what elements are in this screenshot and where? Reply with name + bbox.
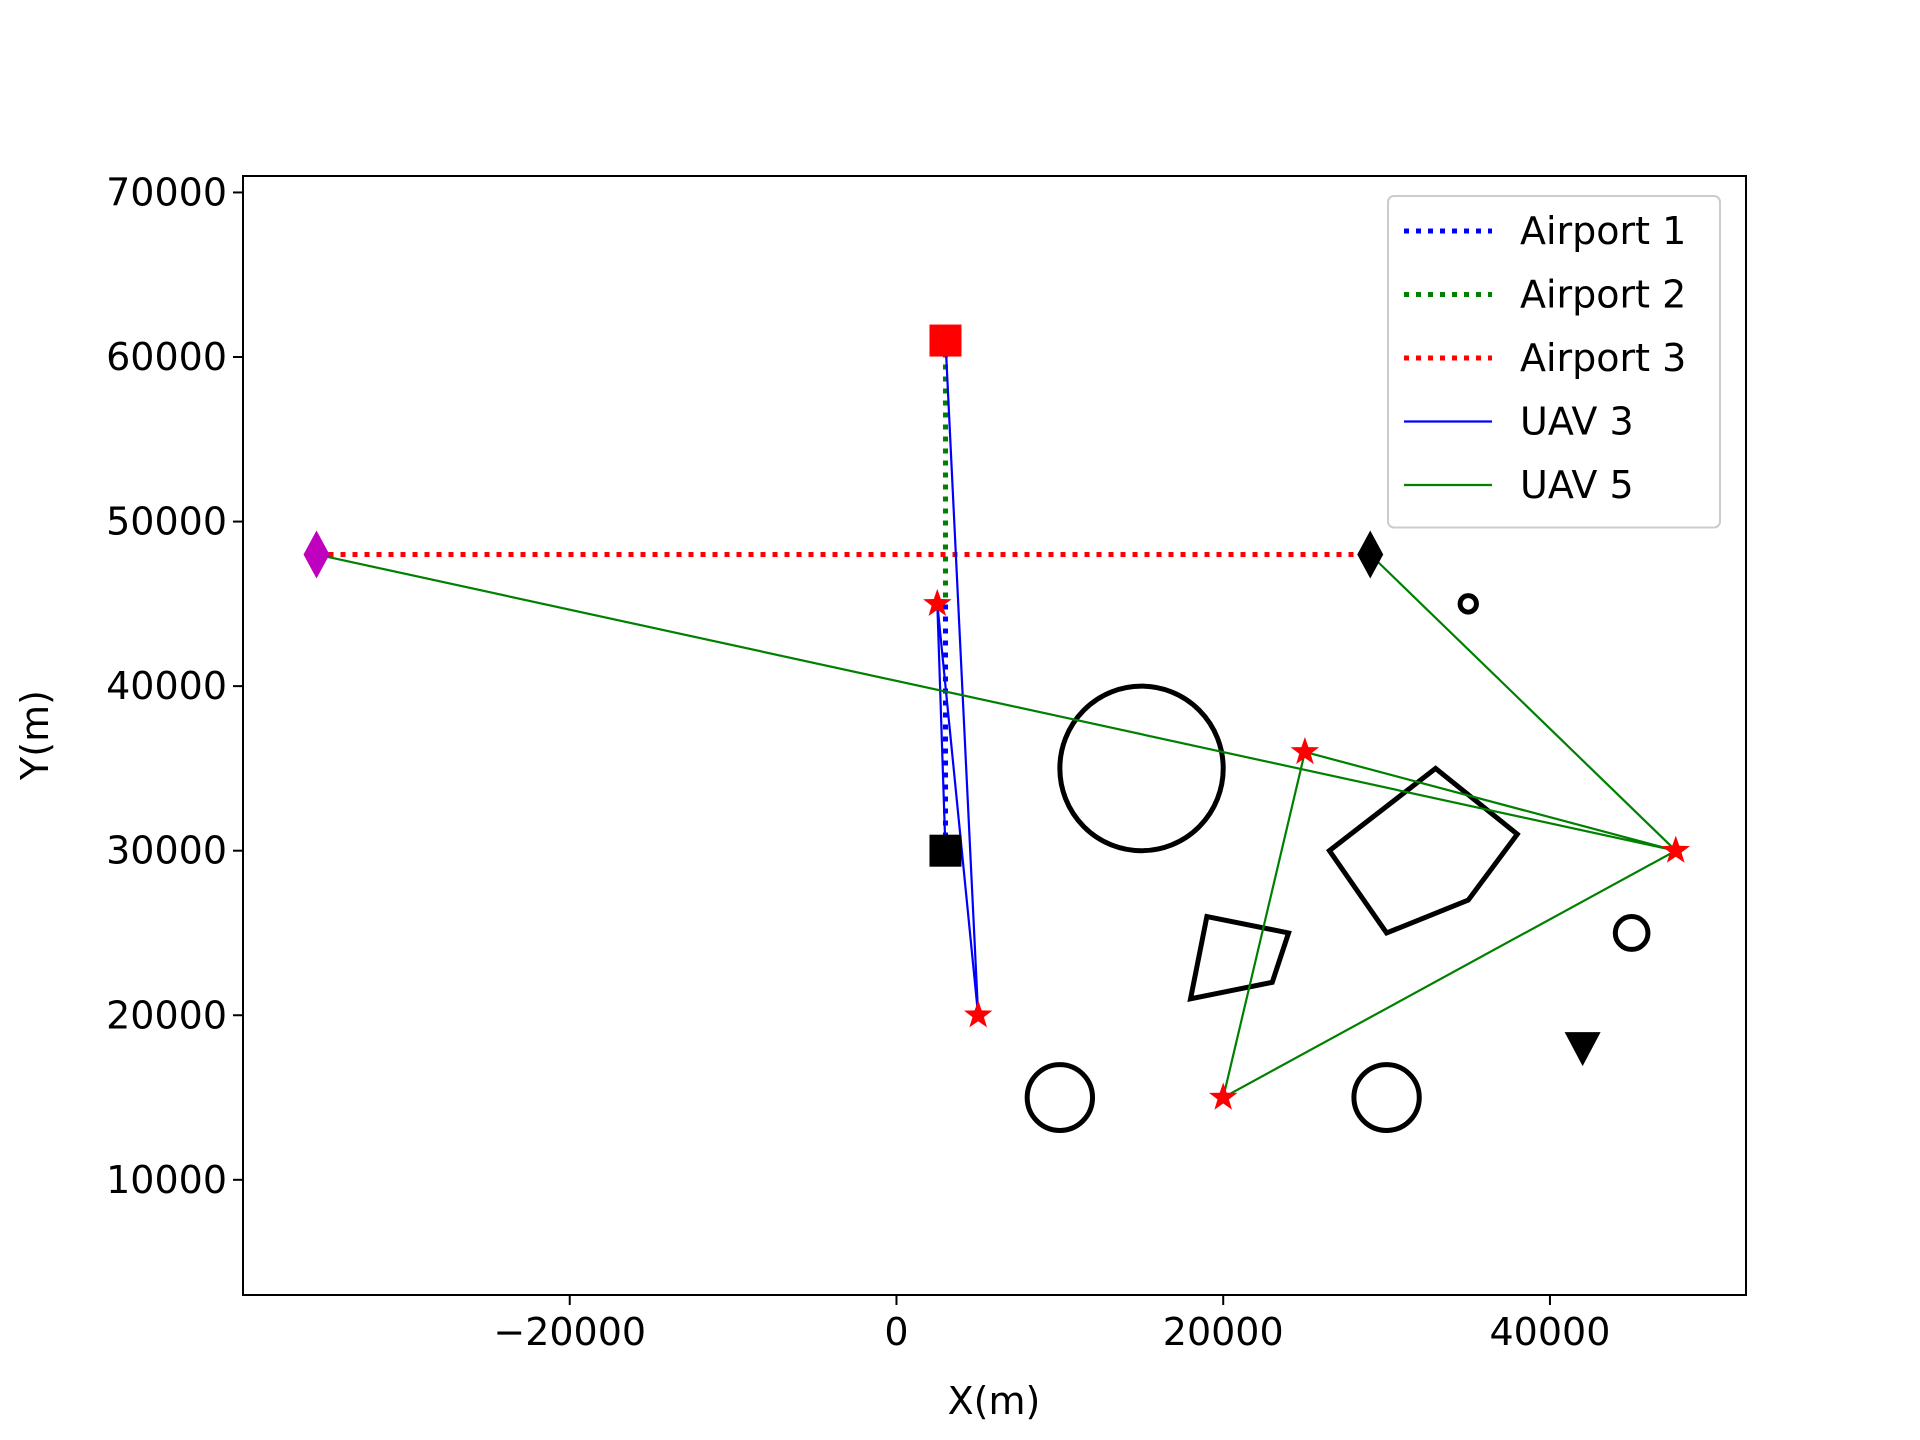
- series-lines: [316, 340, 1677, 1099]
- obstacle-circle-1: [1057, 683, 1226, 854]
- star-marker-8: [1290, 737, 1320, 765]
- legend-entry-airport-2: Airport 2: [1520, 273, 1686, 317]
- legend-box: [1387, 195, 1721, 529]
- obstacle-circle-5: [1457, 593, 1479, 615]
- y-tick-label: 60000: [106, 335, 227, 379]
- obstacle-polygon-1: [1326, 765, 1521, 937]
- x-tick-label: −20000: [493, 1310, 646, 1354]
- x-axis-ticks: −20000 0 20000 40000: [493, 1295, 1610, 1354]
- series-line-uav-5: [316, 553, 1677, 1099]
- plot-frame: [242, 175, 1747, 1296]
- square-marker-1: [929, 324, 962, 357]
- y-tick-label: 10000: [106, 1158, 227, 1202]
- x-tick-label: 40000: [1490, 1310, 1611, 1354]
- obstacle-circle-3: [1351, 1062, 1422, 1133]
- y-tick-label: 70000: [106, 170, 227, 214]
- x-axis-label: X(m): [948, 1379, 1041, 1423]
- markers: [303, 324, 1690, 1110]
- y-tick-label: 20000: [106, 993, 227, 1037]
- series-line-uav-3: [936, 340, 980, 1017]
- y-tick-label: 40000: [106, 664, 227, 708]
- diamond-marker-3: [303, 530, 330, 579]
- legend: Airport 1 Airport 2 Airport 3 UAV 3 UAV 5: [1387, 195, 1721, 529]
- square-marker-2: [929, 834, 962, 867]
- obstacles: [1024, 593, 1651, 1133]
- x-tick-label: 0: [884, 1310, 908, 1354]
- obstacle-circle-4: [1612, 914, 1651, 952]
- legend-entry-uav-3: UAV 3: [1520, 400, 1634, 444]
- star-marker-10: [1209, 1082, 1238, 1110]
- legend-entry-airport-3: Airport 3: [1520, 336, 1686, 380]
- obstacle-polygon-2: [1187, 913, 1292, 1002]
- legend-entry-airport-1: Airport 1: [1520, 209, 1686, 253]
- y-tick-label: 50000: [106, 500, 227, 544]
- triangle-down-marker-5: [1564, 1032, 1601, 1067]
- star-marker-7: [963, 1000, 993, 1028]
- diamond-marker-4: [1357, 530, 1384, 579]
- y-axis-label: Y(m): [13, 690, 57, 781]
- star-marker-9: [1661, 835, 1690, 863]
- legend-entry-uav-5: UAV 5: [1520, 463, 1634, 507]
- y-axis-ticks: 10000 20000 30000 40000 50000 60000 70000: [106, 170, 243, 1202]
- x-tick-label: 20000: [1163, 1310, 1284, 1354]
- y-tick-label: 30000: [106, 829, 227, 873]
- obstacle-circle-2: [1024, 1062, 1096, 1133]
- star-marker-6: [923, 588, 952, 616]
